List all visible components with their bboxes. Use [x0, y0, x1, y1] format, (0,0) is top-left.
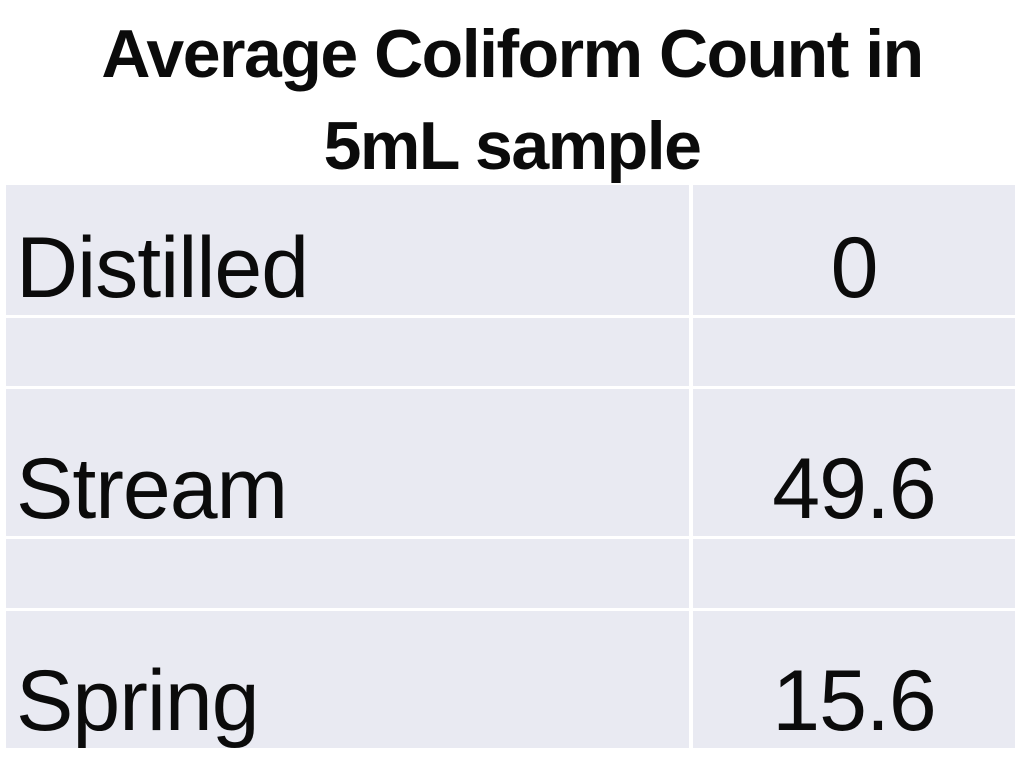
table-cell-value-spring: 15.6 [693, 611, 1015, 748]
table-row-spacer [693, 318, 1015, 386]
table-cell-label-spring: Spring [6, 611, 689, 748]
title-line-1: Average Coliform Count in [101, 16, 924, 92]
table-cell-value-stream: 49.6 [693, 389, 1015, 536]
coliform-count-table: Distilled 0 Stream 49.6 Spring 15.6 [6, 185, 1015, 748]
page-title: Average Coliform Count in 5mL sample [0, 8, 1024, 192]
table-cell-label-distilled: Distilled [6, 185, 689, 315]
table-cell-value-distilled: 0 [693, 185, 1015, 315]
table-cell-label-stream: Stream [6, 389, 689, 536]
table-row-spacer [6, 539, 689, 608]
title-line-2: 5mL sample [323, 108, 702, 184]
table-row-spacer [6, 318, 689, 386]
table-row-spacer [693, 539, 1015, 608]
